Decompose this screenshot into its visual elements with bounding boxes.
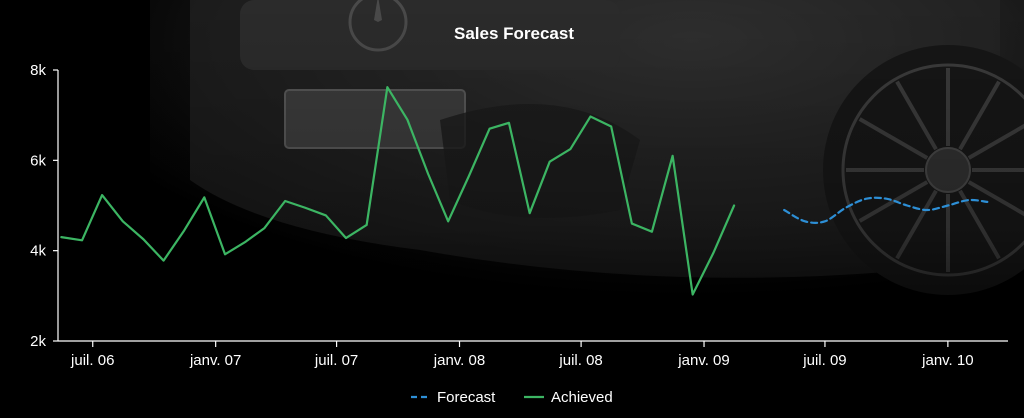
legend: Forecast Achieved [411, 389, 613, 406]
legend-achieved-label: Achieved [551, 389, 613, 406]
x-tick-label: janv. 09 [677, 352, 729, 369]
y-axis: 2k 4k 6k 8k [30, 62, 59, 350]
x-tick-label: janv. 10 [921, 352, 973, 369]
x-tick-label: juil. 08 [558, 352, 602, 369]
series-line-achieved[interactable] [60, 86, 736, 296]
series-layer [60, 86, 989, 296]
y-tick-label: 6k [30, 152, 46, 169]
legend-item-achieved[interactable]: Achieved [524, 389, 613, 406]
x-tick-label: janv. 07 [189, 352, 241, 369]
x-tick-label: juil. 06 [70, 352, 114, 369]
y-tick-label: 2k [30, 333, 46, 350]
y-tick-label: 8k [30, 62, 46, 79]
x-tick-label: juil. 09 [802, 352, 846, 369]
chart-title: Sales Forecast [454, 24, 574, 43]
y-tick-label: 4k [30, 243, 46, 260]
legend-forecast-label: Forecast [437, 389, 496, 406]
x-axis: juil. 06 janv. 07 juil. 07 janv. 08 juil. 08… [58, 340, 1008, 369]
series-line-forecast[interactable] [783, 196, 989, 224]
legend-item-forecast[interactable]: Forecast [411, 389, 496, 406]
x-tick-label: janv. 08 [433, 352, 485, 369]
x-tick-label: juil. 07 [314, 352, 358, 369]
